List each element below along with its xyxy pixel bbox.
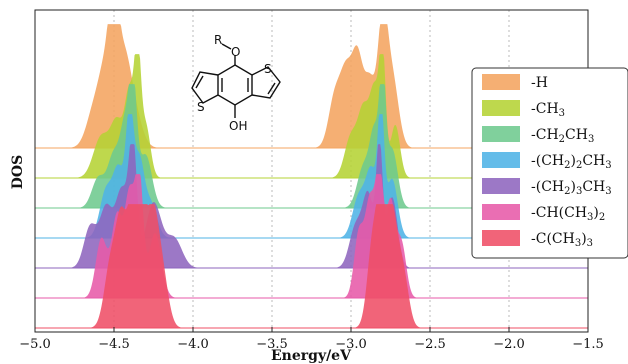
o-r-bond [221,43,232,50]
x-tick-label: −3.0 [335,337,367,352]
series-areas [35,24,588,328]
legend-label: -CH(CH3)2 [531,205,605,223]
legend-label: -(CH2)3CH3 [531,179,612,197]
x-axis-title: Energy/eV [271,348,352,364]
legend-swatch [482,178,520,194]
x-tick-label: −4.5 [98,337,130,352]
y-axis-title: DOS [10,155,26,189]
grid [113,10,510,332]
right-thiophene-double-bond [267,82,276,95]
benzene-ring [217,64,253,106]
legend-swatch [482,100,520,116]
x-tick-label: −2.0 [493,337,525,352]
x-tick-label: −1.5 [572,337,604,352]
x-axis-ticks: −5.0 −4.5 −4.0 −3.5 −3.0 −2.5 −2.0 −1.5 [19,327,604,352]
molecule-structure [191,43,281,118]
legend-label: -C(CH3)3 [531,231,593,249]
right-thiophene-ring [251,66,281,99]
left-thiophene-double-bond [195,75,204,89]
x-tick-label: −4.0 [177,337,209,352]
legend-swatch [482,230,520,246]
legend: -H -CH3 -CH2CH3 -(CH2)2CH3 -(CH2)3CH3 -CH(CH3… [471,67,628,259]
molecule-s-label-left: S [197,100,205,114]
molecule-oh-label: OH [229,119,247,133]
series-area [35,54,588,178]
molecule-s-label-right: S [264,62,272,76]
molecule-o-label: O [231,45,240,59]
legend-swatch [482,126,520,142]
left-thiophene-ring [191,71,219,104]
legend-label: -CH3 [531,101,565,119]
series-area [35,24,588,149]
series-area [35,144,588,268]
x-tick-label: −3.5 [256,337,288,352]
legend-swatch [482,74,520,90]
legend-label: -CH2CH3 [531,127,594,145]
legend-label: -(CH2)2CH3 [531,153,612,171]
x-tick-label: −5.0 [19,337,51,352]
series-area [35,204,588,328]
legend-swatch [482,204,520,220]
legend-label: -H [531,75,548,91]
series-area [35,84,588,208]
x-tick-label: −2.5 [414,337,446,352]
molecule-r-label: R [214,33,222,47]
legend-swatch [482,152,520,168]
